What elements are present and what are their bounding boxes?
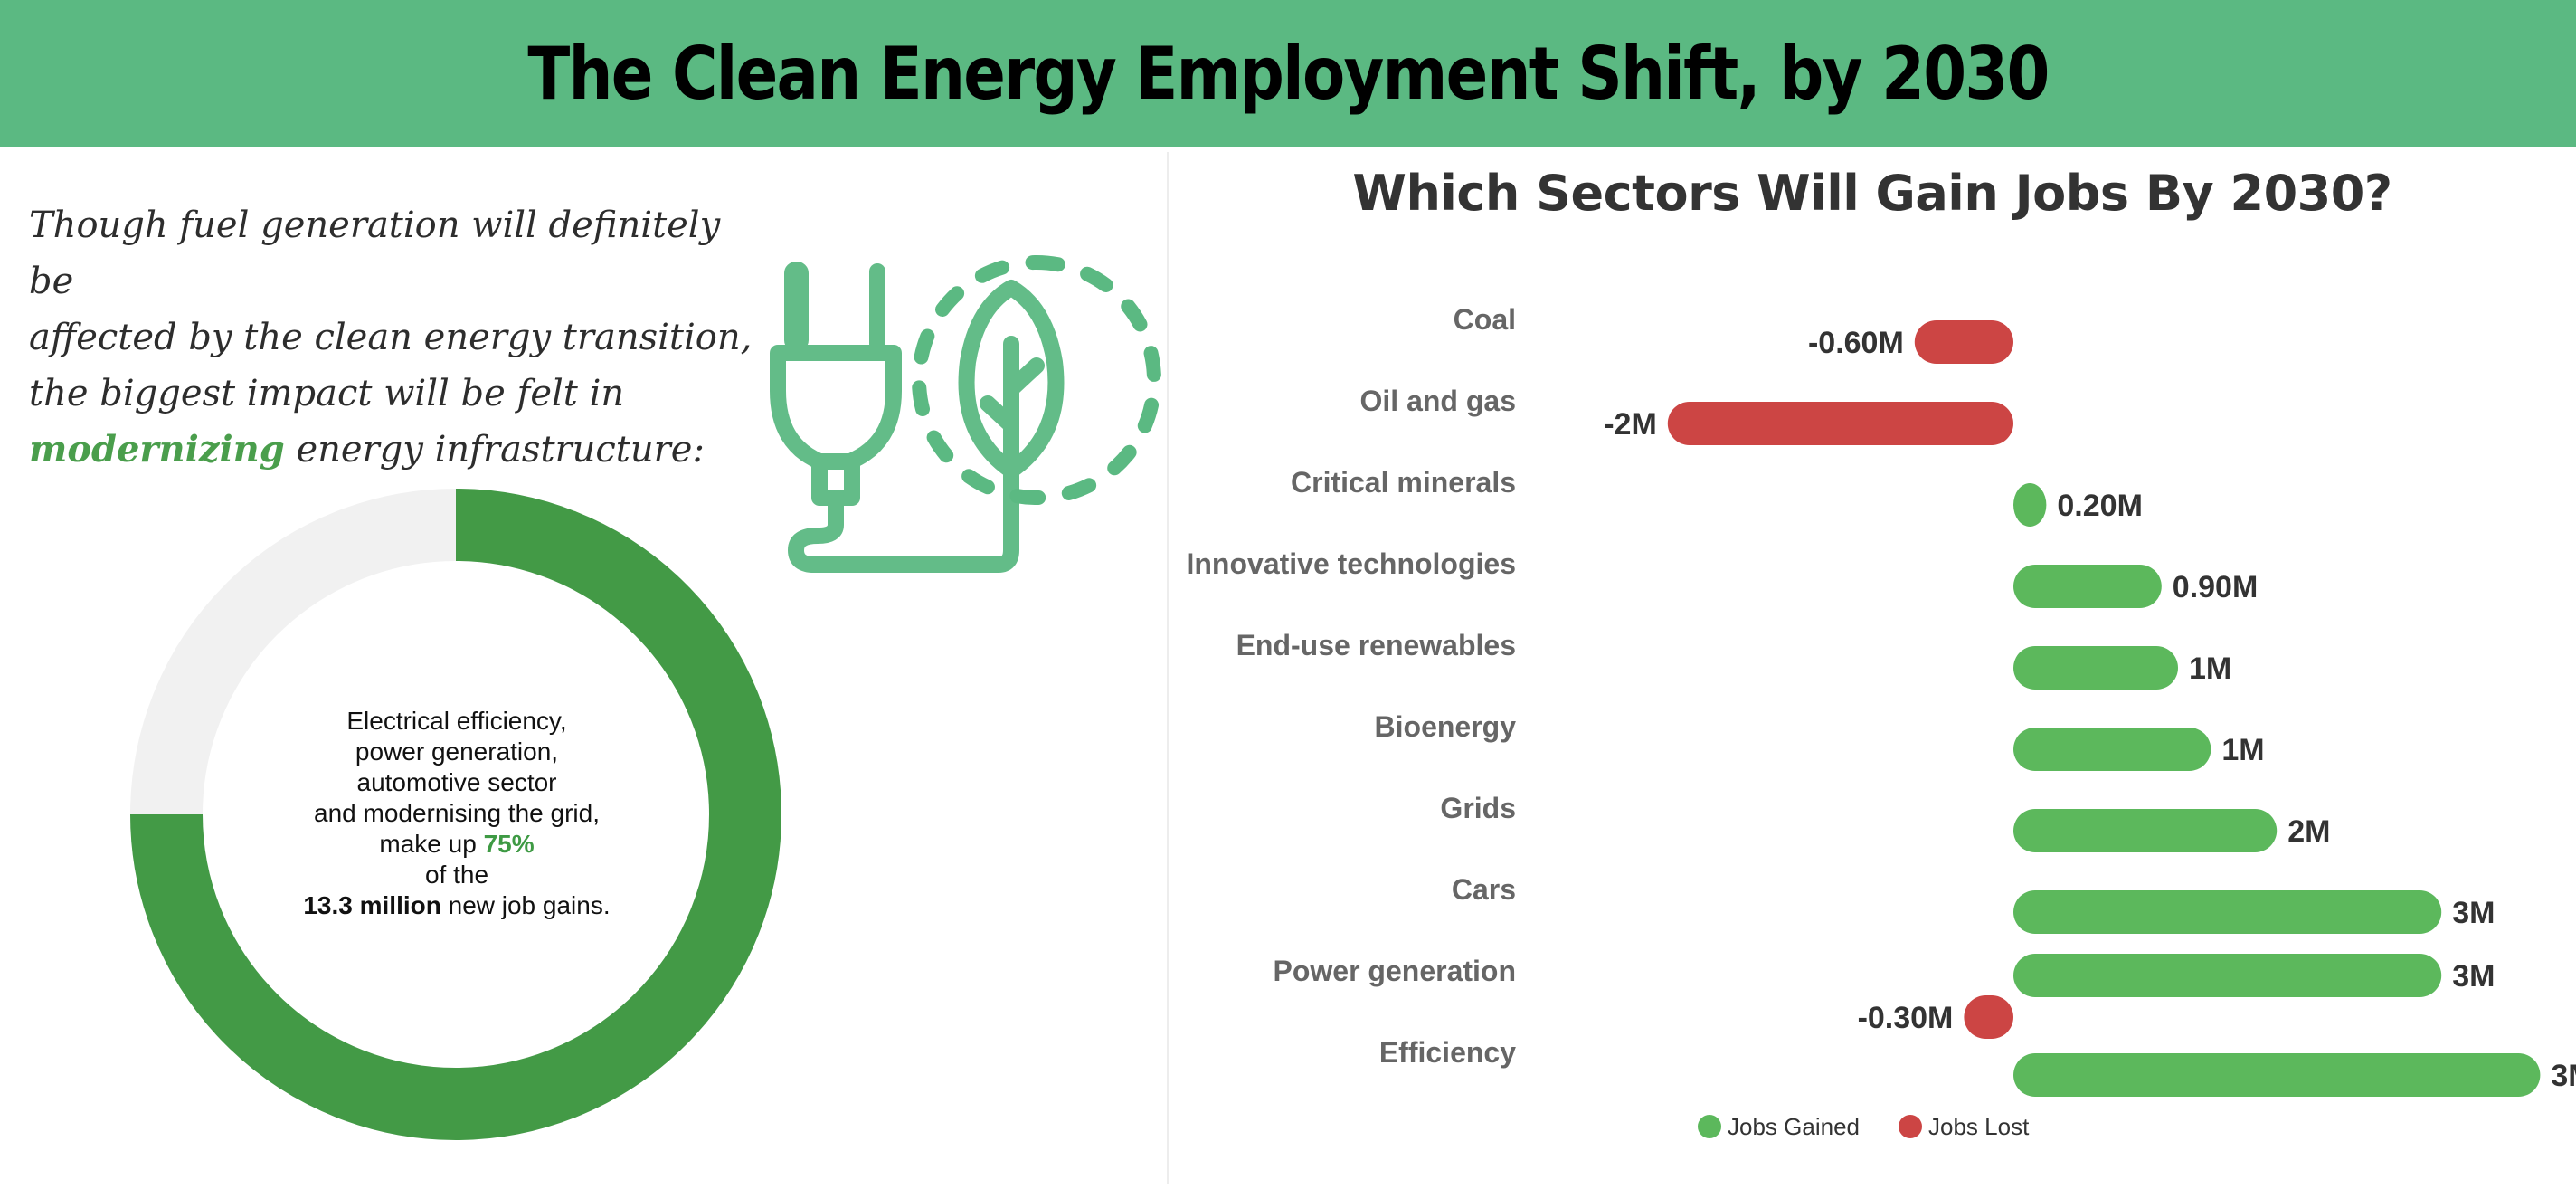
left-panel: Though fuel generation will definitely b…: [0, 147, 1167, 1189]
bar-value-label: 0.90M: [2173, 570, 2259, 604]
bar-value-label: -0.60M: [1808, 326, 1904, 360]
donut-line-4: and modernising the grid,: [314, 799, 600, 827]
category-label: Cars: [1452, 873, 1516, 906]
category-label: Efficiency: [1379, 1036, 1516, 1069]
bar-value-label: 3M: [2452, 959, 2495, 994]
bar-jobs-gained: [2013, 565, 2162, 608]
right-panel: Which Sectors Will Gain Jobs By 2030?: [1169, 147, 2576, 1189]
bar-value-label: 2M: [2287, 814, 2330, 849]
bar-value-label: 1M: [2221, 733, 2264, 767]
bar-value-label: 3M: [2452, 896, 2495, 930]
plug-leaf-icon: [770, 255, 1161, 573]
intro-line-4: energy infrastructure:: [284, 429, 705, 471]
category-label: Coal: [1454, 303, 1516, 336]
intro-text: Though fuel generation will definitely b…: [29, 197, 771, 478]
category-label: End-use renewables: [1236, 629, 1516, 661]
bar-jobs-gained: [2013, 483, 2047, 527]
bar-jobs-lost: [1667, 402, 2013, 445]
category-label: Power generation: [1274, 955, 1517, 987]
category-label: Bioenergy: [1375, 710, 1517, 743]
legend-marker: [1899, 1115, 1922, 1138]
bar-jobs-gained: [2013, 1053, 2541, 1097]
category-label: Grids: [1440, 792, 1516, 824]
header-bar: [0, 0, 2576, 147]
bar-jobs-gained: [2013, 890, 2442, 934]
donut-filled-arc: [130, 489, 781, 1140]
intro-highlight: modernizing: [29, 428, 285, 471]
legend-marker: [1698, 1115, 1721, 1138]
bar-jobs-gained: [2013, 954, 2442, 997]
donut-line-5: make up: [379, 830, 484, 858]
legend-label: Jobs Gained: [1728, 1113, 1860, 1140]
bar-jobs-lost: [1964, 995, 2013, 1039]
bar-jobs-gained: [2013, 728, 2211, 771]
chart-title: Which Sectors Will Gain Jobs By 2030?: [1352, 165, 2392, 222]
bar-value-label: 1M: [2189, 652, 2231, 686]
intro-line-3: the biggest impact will be felt in: [29, 373, 625, 414]
donut-center-text: Electrical efficiency, power generation,…: [262, 706, 651, 921]
legend-label: Jobs Lost: [1928, 1113, 2030, 1140]
bar-value-label: 0.20M: [2057, 489, 2143, 523]
panel-divider: [1167, 152, 1169, 1184]
bar-value-label: -2M: [1604, 407, 1657, 442]
donut-line-1: Electrical efficiency,: [346, 707, 567, 735]
donut-chart: [130, 489, 781, 1140]
page-title: The Clean Energy Employment Shift, by 20…: [527, 31, 2050, 116]
bar-value-label: 3M: [2551, 1059, 2576, 1093]
donut-line-6: of the: [424, 861, 489, 889]
category-label: Innovative technologies: [1186, 547, 1516, 580]
donut-total-rest: new job gains.: [440, 891, 611, 919]
intro-line-2: affected by the clean energy transition,: [29, 317, 753, 358]
bar-jobs-gained: [2013, 809, 2278, 852]
donut-line-2: power generation,: [355, 737, 559, 766]
bar-jobs-gained: [2013, 646, 2178, 690]
category-label: Critical minerals: [1291, 466, 1516, 499]
bar-chart: Coal -0.60M Oil and gas -2M Critical mineral…: [1186, 303, 2576, 1140]
intro-line-1: Though fuel generation will definitely b…: [29, 205, 721, 302]
donut-total: 13.3 million: [303, 891, 441, 919]
category-label: Oil and gas: [1360, 385, 1516, 417]
donut-percent: 75%: [483, 830, 535, 858]
bar-value-label: -0.30M: [1858, 1001, 1954, 1035]
donut-line-3: automotive sector: [356, 768, 557, 796]
bar-jobs-lost: [1914, 320, 2013, 364]
